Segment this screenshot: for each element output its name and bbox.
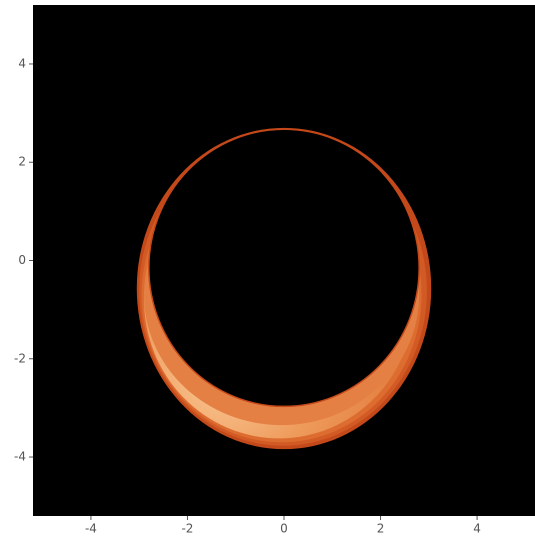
x-tick-label: -2 [181, 522, 193, 536]
x-tick-label: -4 [85, 522, 97, 536]
y-tick-label: -2 [14, 351, 26, 365]
x-tick-label: 2 [377, 522, 385, 536]
x-tick-label: 0 [280, 522, 288, 536]
shadow [149, 129, 419, 406]
y-tick-label: 4 [18, 56, 26, 70]
y-tick-label: 2 [18, 155, 26, 169]
x-tick-label: 4 [473, 522, 481, 536]
y-tick-label: 0 [18, 253, 26, 267]
chart: -4 -2 0 2 4 -4 -2 0 2 4 [0, 0, 535, 539]
y-tick-label: -4 [14, 450, 26, 464]
